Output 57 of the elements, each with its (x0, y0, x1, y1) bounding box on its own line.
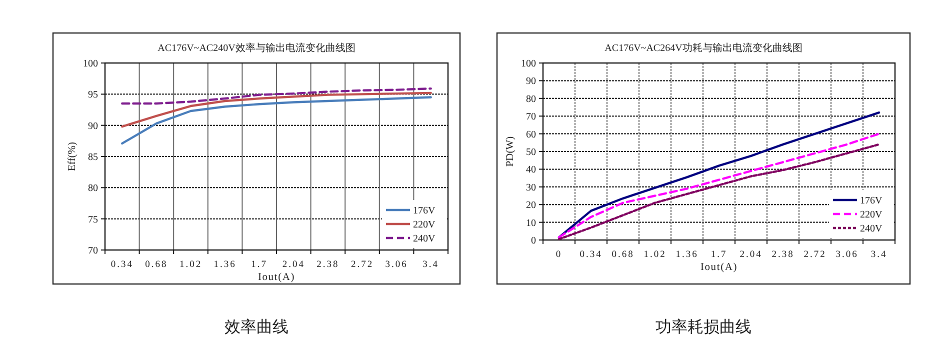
y-tick-label: 100 (83, 58, 98, 70)
x-tick-label: 0.68 (612, 250, 634, 260)
x-tick-label: 3.4 (870, 250, 888, 260)
x-tick-label: 2.04 (282, 260, 305, 270)
x-tick-label: 0.34 (580, 250, 602, 260)
x-tick-label: 2.38 (772, 250, 794, 260)
y-tick-label: 75 (88, 214, 98, 226)
legend-label: 240V (413, 234, 436, 244)
y-tick-label: 20 (526, 200, 536, 212)
x-tick-label: 2.38 (316, 260, 340, 270)
y-tick-label: 95 (88, 90, 98, 101)
y-tick-label: 50 (526, 147, 536, 158)
y-tick-label: 100 (521, 58, 536, 70)
y-tick-label: 10 (526, 218, 536, 229)
x-tick-label: 3.06 (385, 260, 408, 270)
x-tick-label: 2.04 (740, 250, 762, 260)
chart-title: AC176V~AC264V功耗与输出电流变化曲线图 (604, 42, 802, 54)
legend-label: 176V (413, 206, 436, 216)
text: 功率耗损曲线 (656, 318, 752, 336)
line-series (121, 87, 432, 105)
x-tick-label: 0.68 (145, 260, 168, 270)
y-tick-label: 60 (526, 129, 536, 140)
x-tick-label: 2.72 (350, 260, 374, 270)
x-axis-title: Iout(A) (258, 272, 296, 283)
x-tick-label: 1.02 (179, 260, 202, 270)
x-tick-label: 0.34 (110, 260, 134, 270)
y-tick-label: 30 (526, 182, 536, 194)
y-tick-label: 90 (526, 76, 536, 88)
x-tick-label: 1.36 (214, 260, 236, 270)
y-tick-label: 40 (526, 164, 536, 176)
y-axis-title: PD(W) (505, 136, 516, 167)
x-tick-label: 1.02 (644, 250, 666, 260)
line-series (558, 111, 880, 238)
legend-label: 220V (413, 220, 436, 230)
legend-label: 220V (860, 210, 883, 220)
x-tick-label: 1.7 (251, 260, 268, 270)
y-tick-label: 80 (88, 183, 98, 194)
legend-label: 240V (860, 224, 883, 234)
line-series (121, 92, 432, 128)
y-tick-label: 70 (88, 246, 98, 256)
y-tick-label: 80 (526, 94, 536, 105)
y-tick-label: 90 (88, 120, 98, 132)
text: 效率曲线 (224, 318, 288, 336)
y-tick-label: 0 (531, 236, 536, 246)
x-tick-label: 1.7 (710, 250, 728, 260)
y-tick-label: 85 (88, 152, 98, 163)
y-tick-label: 70 (526, 112, 536, 123)
x-tick-label: 0 (556, 250, 562, 260)
x-tick-label: 1.36 (676, 250, 698, 260)
line-series (121, 96, 432, 145)
y-axis-title: Eff(%) (67, 142, 78, 171)
legend-label: 176V (860, 196, 883, 206)
x-tick-label: 3.4 (422, 260, 440, 270)
chart-title: AC176V~AC240V效率与输出电流变化曲线图 (158, 42, 356, 54)
x-axis-title: Iout(A) (700, 262, 738, 273)
x-tick-label: 3.06 (836, 250, 858, 260)
x-tick-label: 2.72 (804, 250, 826, 260)
